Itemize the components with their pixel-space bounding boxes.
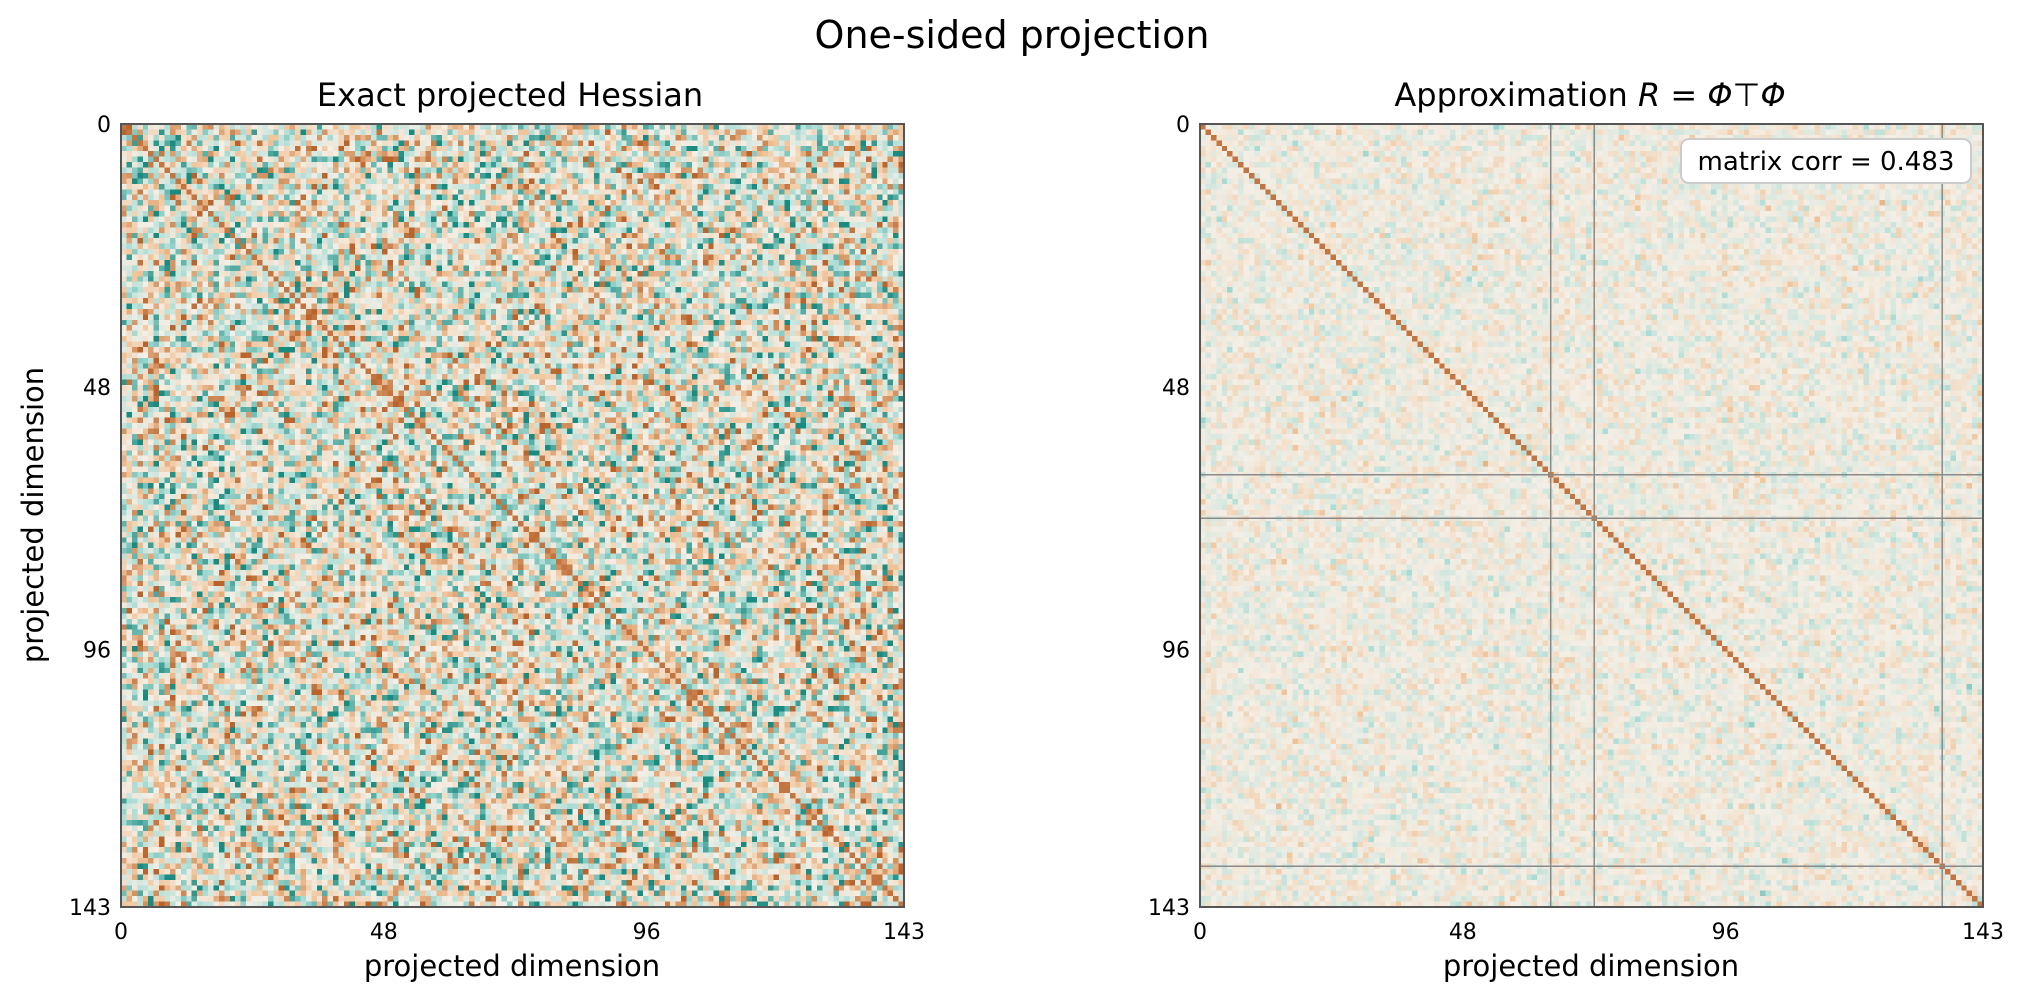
x-tick-label: 48	[1449, 920, 1477, 945]
x-tick-label: 143	[1962, 920, 2004, 945]
right-y-ticks: 0 48 96 143	[1148, 113, 1190, 921]
x-tick-label: 96	[633, 920, 661, 945]
right-x-ticks: 0 48 96 143	[1193, 920, 2004, 945]
x-tick-label: 0	[114, 920, 128, 945]
left-x-ticks: 0 48 96 143	[114, 920, 925, 945]
y-tick-label: 96	[1162, 639, 1190, 664]
annotation-box	[1680, 138, 1972, 184]
y-tick-label: 0	[97, 113, 111, 138]
left-x-axis-label: projected dimension	[364, 949, 660, 983]
y-tick-label: 48	[83, 376, 111, 401]
x-tick-label: 0	[1193, 920, 1207, 945]
figure-suptitle: One-sided projection	[815, 13, 1210, 57]
left-y-ticks: 0 48 96 143	[69, 113, 111, 921]
x-tick-label: 143	[883, 920, 925, 945]
right-panel-title: Approximation R = Φ⊤Φ	[1394, 76, 1785, 114]
left-heatmap	[121, 124, 904, 907]
y-tick-label: 48	[1162, 376, 1190, 401]
left-panel: Exact projected Hessian 0 48 96 143 0 48 96 14…	[16, 76, 925, 983]
x-tick-label: 48	[370, 920, 398, 945]
right-panel: Approximation R = Φ⊤Φ 0 48 96 143 04896143 …	[1148, 76, 2004, 983]
left-panel-title: Exact projected Hessian	[317, 76, 703, 114]
right-axes-frame	[1199, 123, 1984, 908]
annotation-text: matrix corr = 0.483	[1698, 147, 1955, 177]
left-y-axis-label: projected dimension	[16, 367, 50, 663]
y-tick-label: 96	[83, 639, 111, 664]
y-tick-label: 143	[1148, 896, 1190, 921]
right-title-math: R = Φ⊤Φ	[1638, 76, 1786, 114]
right-title-prefix: Approximation	[1394, 76, 1638, 114]
x-tick-label: 96	[1712, 920, 1740, 945]
y-tick-label: 143	[69, 896, 111, 921]
y-tick-label: 0	[1176, 113, 1190, 138]
right-x-axis-label: projected dimension	[1443, 949, 1739, 983]
left-axes-frame	[120, 123, 905, 908]
right-highlight-lines	[1200, 124, 1983, 907]
correlation-annotation: matrix corr = 0.483	[1680, 138, 1972, 184]
right-heatmap	[1200, 124, 1983, 907]
